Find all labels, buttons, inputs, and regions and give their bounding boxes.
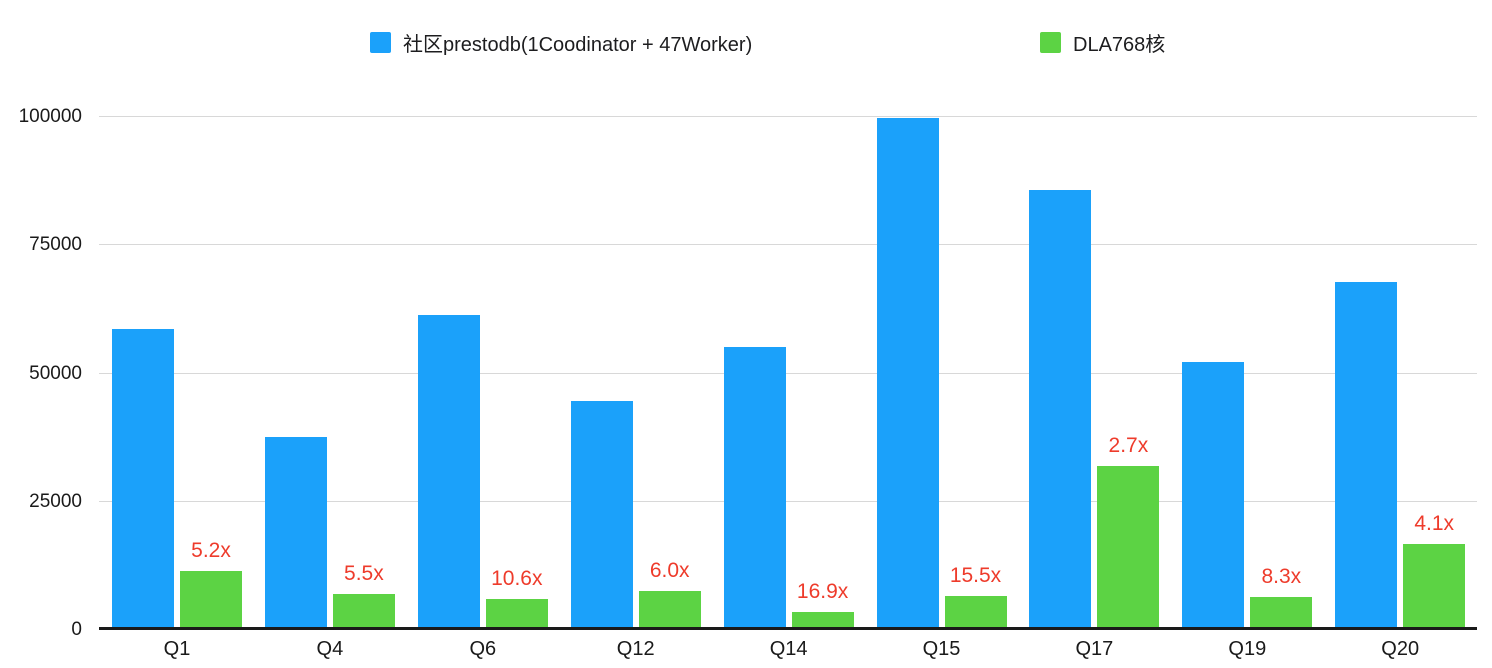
bar-group-Q17: 2.7x Q17 [1029, 116, 1160, 660]
bar-group-Q19: 8.3x Q19 [1182, 116, 1313, 660]
bar-dla-Q4 [332, 594, 395, 629]
speedup-label-Q12: 6.0x [649, 559, 690, 583]
x-axis-line [99, 627, 1477, 630]
bar-dla-Q20 [1403, 544, 1466, 629]
gridline-75000 [99, 244, 1477, 246]
bar-dla-Q1 [180, 571, 242, 629]
x-tick-label-Q17: Q17 [1075, 638, 1114, 660]
legend-item-dla: DLA768核 [1040, 31, 1165, 56]
bar-prestodb-Q4 [264, 436, 327, 629]
x-tick-label-Q19: Q19 [1228, 638, 1267, 660]
speedup-label-Q19: 8.3x [1261, 564, 1302, 588]
gridline-100000 [99, 116, 1477, 117]
x-tick-label-Q14: Q14 [769, 638, 808, 660]
bar-group-Q1: 5.2x Q1 [112, 116, 242, 660]
speedup-label-Q6: 10.6x [491, 567, 543, 591]
bar-prestodb-Q15 [876, 117, 939, 629]
x-tick-label-Q12: Q12 [616, 638, 655, 660]
bar-prestodb-Q17 [1029, 190, 1092, 629]
bar-group-Q15: 15.5x Q15 [876, 116, 1007, 660]
speedup-label-Q1: 5.2x [191, 539, 231, 563]
gridline-25000 [99, 500, 1477, 502]
bar-dla-Q14 [791, 612, 854, 629]
x-tick-label-Q15: Q15 [922, 638, 961, 660]
bar-prestodb-Q14 [723, 346, 786, 629]
bar-prestodb-Q12 [570, 400, 633, 629]
bar-dla-Q6 [485, 599, 548, 629]
y-tick-label-100000: 100000 [18, 106, 82, 127]
legend-swatch-blue [370, 31, 391, 53]
bar-dla-Q12 [638, 591, 701, 629]
y-tick-label-75000: 75000 [29, 234, 82, 256]
speedup-label-Q17: 2.7x [1108, 434, 1149, 458]
y-tick-label-50000: 50000 [29, 362, 82, 384]
speedup-label-Q4: 5.5x [344, 562, 384, 586]
x-tick-label-Q4: Q4 [316, 638, 344, 660]
bar-dla-Q17 [1097, 466, 1160, 629]
bar-group-Q6: 10.6x Q6 [417, 116, 548, 660]
bar-group-Q4: 5.5x Q4 [264, 116, 395, 660]
bar-prestodb-Q6 [417, 315, 480, 629]
legend-label-dla: DLA768核 [1073, 33, 1166, 56]
bar-dla-Q15 [944, 596, 1007, 629]
y-tick-label-25000: 25000 [29, 490, 82, 512]
bar-group-Q14: 16.9x Q14 [723, 116, 854, 660]
speedup-label-Q20: 4.1x [1414, 512, 1455, 536]
speedup-label-Q14: 16.9x [796, 580, 849, 604]
gridline-50000 [99, 372, 1477, 374]
plot-area: 5.2x Q1 5.5x Q4 10.6x Q6 6.0x Q12 16.9x Q14 15.5x Q… [99, 116, 1477, 660]
bar-group-Q20: 4.1x Q20 [1335, 116, 1466, 660]
bar-prestodb-Q20 [1335, 281, 1398, 629]
bar-dla-Q19 [1250, 596, 1313, 629]
legend-swatch-green [1040, 31, 1061, 53]
bar-group-Q12: 6.0x Q12 [570, 116, 701, 660]
y-tick-label-0: 0 [71, 619, 82, 640]
x-tick-label-Q1: Q1 [163, 638, 191, 660]
legend-label-prestodb: 社区prestodb(1Coodinator + 47Worker) [403, 33, 753, 56]
bar-prestodb-Q19 [1182, 362, 1245, 629]
speedup-label-Q15: 15.5x [949, 564, 1002, 588]
legend-item-prestodb: 社区prestodb(1Coodinator + 47Worker) [370, 31, 752, 56]
bar-prestodb-Q1 [112, 328, 174, 629]
x-tick-label-Q6: Q6 [469, 638, 497, 660]
x-tick-label-Q20: Q20 [1381, 638, 1420, 660]
